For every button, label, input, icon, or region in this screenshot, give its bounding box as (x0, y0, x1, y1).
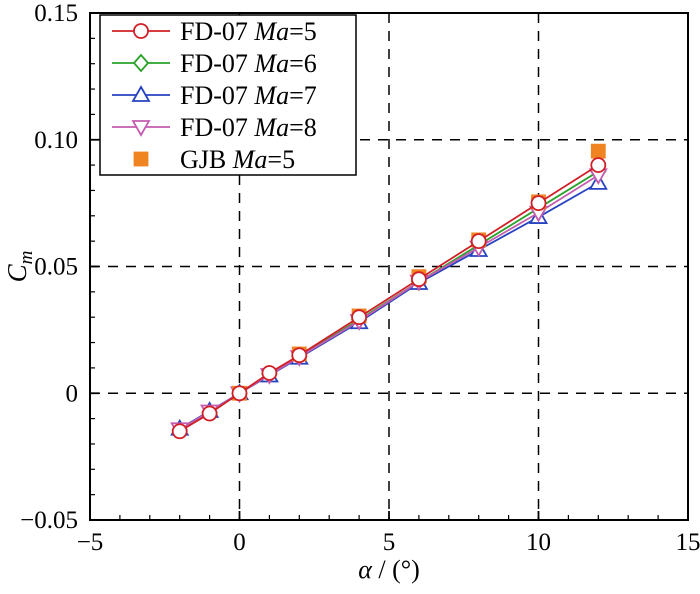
marker-circle (530, 195, 547, 212)
series-fd-07-ma-5 (171, 157, 607, 440)
marker-triangle-up (131, 85, 151, 102)
axis-tick-labels: −5 0 5 10 15 −0.05 0 0.05 0.10 0.15 (20, 0, 700, 556)
marker-circle (351, 309, 368, 326)
y-axis-label: Cm (2, 251, 37, 283)
legend: FD-07 Ma=5 FD-07 Ma=6 FD-07 Ma=7 FD-07 Ma=8… (99, 14, 357, 176)
x-tick-label: −5 (77, 529, 104, 556)
series-line (179, 164, 599, 433)
marker-diamond (132, 53, 150, 73)
legend-label: FD-07 Ma=6 (180, 49, 317, 78)
x-tick-label: 0 (233, 529, 246, 556)
marker-circle (231, 385, 248, 402)
y-tick-label: 0.15 (34, 0, 78, 27)
legend-label: FD-07 Ma=8 (180, 113, 317, 142)
marker-square (590, 143, 606, 159)
x-tick-label: 10 (526, 529, 551, 556)
marker-circle (410, 271, 427, 288)
y-tick-label: 0 (66, 380, 79, 407)
x-axis-label: α / (°) (358, 555, 420, 584)
legend-box (99, 14, 357, 176)
marker-circle (171, 423, 188, 440)
axis-ticks (89, 12, 689, 521)
marker-circle (201, 405, 218, 422)
marker-circle (133, 23, 149, 39)
legend-label: FD-07 Ma=5 (180, 17, 317, 46)
y-tick-label: −0.05 (20, 507, 78, 534)
marker-triangle-down (131, 120, 151, 137)
x-tick-label: 15 (676, 529, 700, 556)
y-tick-label: 0.05 (34, 254, 78, 281)
x-tick-label: 5 (383, 529, 396, 556)
legend-label: GJB Ma=5 (180, 145, 295, 174)
y-tick-label: 0.10 (34, 127, 78, 154)
marker-circle (291, 347, 308, 364)
legend-label: FD-07 Ma=7 (180, 81, 317, 110)
marker-circle (590, 157, 607, 174)
marker-circle (261, 365, 278, 381)
marker-circle (470, 233, 487, 250)
marker-square (133, 151, 149, 167)
